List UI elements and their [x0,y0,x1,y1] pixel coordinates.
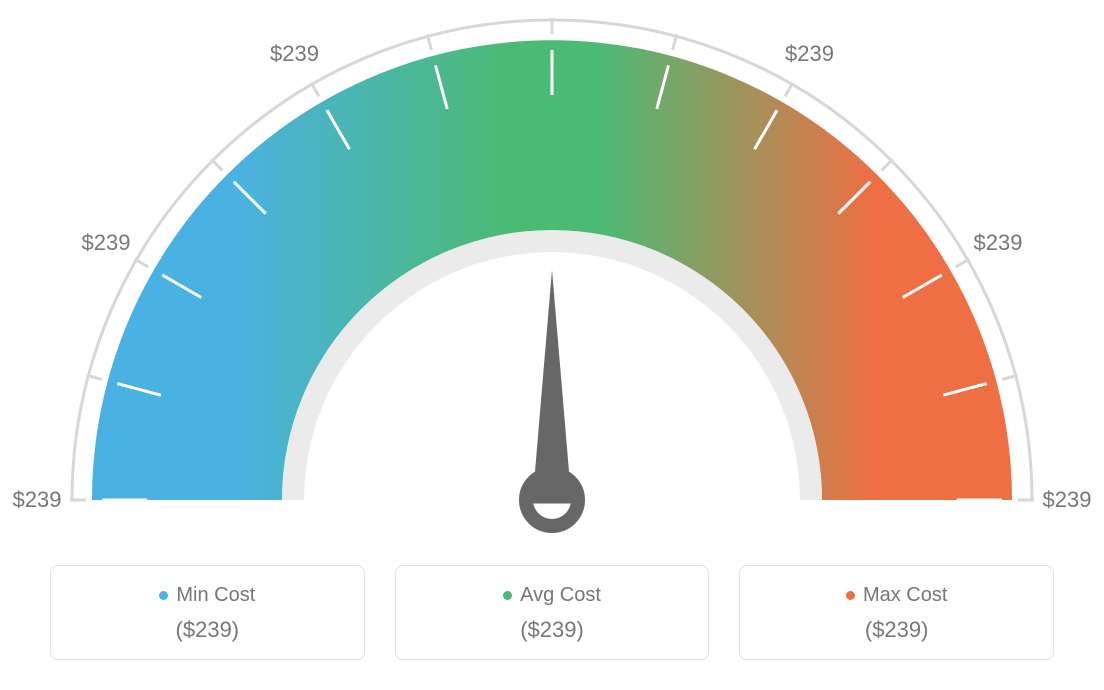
gauge-tick-label: $239 [785,41,834,67]
dot-avg [503,591,512,600]
legend-label-min: Min Cost [176,584,255,607]
legend-card-max: Max Cost ($239) [739,565,1054,660]
legend-title-max: Max Cost [846,584,947,607]
legend-label-max: Max Cost [863,584,947,607]
legend-title-avg: Avg Cost [503,584,601,607]
legend-title-min: Min Cost [159,584,255,607]
legend-card-min: Min Cost ($239) [50,565,365,660]
legend-value-max: ($239) [750,617,1043,643]
legend-card-avg: Avg Cost ($239) [395,565,710,660]
legend-row: Min Cost ($239) Avg Cost ($239) Max Cost… [50,565,1054,660]
gauge-tick-label: $239 [974,230,1023,256]
dot-max [846,591,855,600]
gauge-tick-label: $239 [13,487,62,513]
legend-value-avg: ($239) [406,617,699,643]
gauge-tick-label: $239 [270,41,319,67]
gauge-tick-label: $239 [1043,487,1092,513]
dot-min [159,591,168,600]
legend-value-min: ($239) [61,617,354,643]
gauge-chart: $239$239$239$239$239$239$239 [0,0,1104,560]
legend-label-avg: Avg Cost [520,584,601,607]
gauge-tick-label: $239 [82,230,131,256]
